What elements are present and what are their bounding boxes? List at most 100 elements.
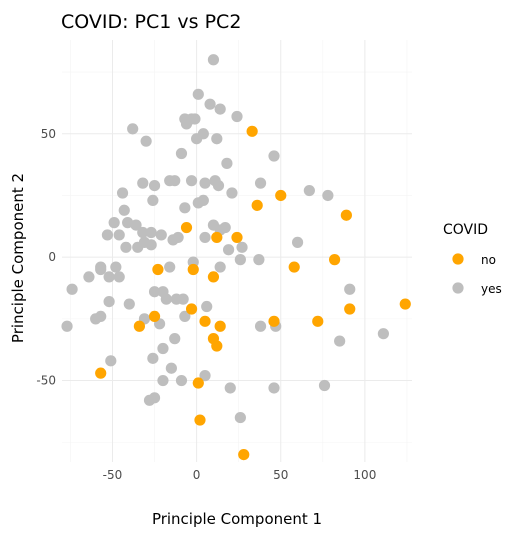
- data-point-yes: [169, 175, 181, 187]
- data-point-yes: [116, 187, 129, 199]
- data-point-yes: [199, 177, 211, 189]
- data-point-yes: [140, 135, 152, 147]
- data-point-yes: [169, 333, 181, 345]
- data-point-yes: [123, 298, 135, 310]
- data-point-yes: [192, 88, 204, 100]
- legend: COVID no yes: [443, 222, 502, 296]
- data-point-yes: [148, 392, 161, 404]
- data-point-yes: [145, 226, 157, 239]
- data-point-no: [246, 125, 258, 137]
- data-point-yes: [155, 229, 167, 241]
- data-point-yes: [110, 261, 122, 273]
- data-point-yes: [199, 370, 211, 382]
- data-point-yes: [268, 150, 280, 162]
- data-point-yes: [160, 293, 172, 305]
- x-tick-label: 100: [353, 468, 376, 482]
- data-point-yes: [127, 123, 139, 135]
- data-point-yes: [167, 234, 179, 246]
- data-point-yes: [108, 217, 120, 229]
- data-point-no: [199, 315, 211, 327]
- data-point-yes: [147, 194, 159, 207]
- data-point-yes: [207, 54, 220, 66]
- data-point-yes: [234, 254, 246, 266]
- data-point-no: [180, 221, 193, 234]
- y-tick-label: 0: [48, 250, 56, 264]
- data-point-yes: [224, 382, 236, 394]
- data-point-no: [312, 315, 324, 327]
- data-point-yes: [170, 293, 183, 305]
- data-point-no: [133, 320, 146, 332]
- data-point-no: [194, 414, 206, 426]
- data-point-yes: [157, 342, 169, 355]
- data-point-yes: [179, 310, 191, 322]
- data-point-yes: [120, 241, 132, 253]
- data-point-no: [268, 315, 280, 327]
- data-point-yes: [197, 194, 209, 207]
- data-point-yes: [234, 411, 246, 424]
- y-tick-label: 50: [41, 127, 56, 141]
- data-point-yes: [103, 271, 115, 283]
- data-point-yes: [118, 204, 130, 216]
- data-point-yes: [105, 355, 117, 367]
- data-point-yes: [231, 110, 243, 123]
- data-point-yes: [344, 283, 356, 295]
- data-point-yes: [148, 286, 161, 298]
- data-point-yes: [189, 113, 201, 125]
- data-point-no: [185, 303, 198, 315]
- chart-title: COVID: PC1 vs PC2: [61, 11, 241, 33]
- data-point-yes: [214, 103, 226, 115]
- data-point-no: [95, 367, 107, 379]
- data-point-yes: [334, 335, 346, 347]
- y-tick-label: -50: [36, 374, 56, 388]
- data-point-no: [152, 263, 164, 276]
- data-point-no: [275, 189, 287, 202]
- data-point-yes: [222, 244, 235, 256]
- y-axis-ticks: -50 0 50: [36, 127, 56, 388]
- data-point-yes: [221, 157, 233, 169]
- data-point-yes: [122, 217, 134, 229]
- data-point-yes: [179, 202, 191, 214]
- data-point-yes: [204, 98, 216, 110]
- legend-label-no: no: [481, 253, 496, 267]
- x-axis-title: Principle Component 1: [152, 510, 322, 528]
- data-point-yes: [199, 231, 211, 244]
- data-point-yes: [214, 261, 226, 273]
- x-tick-label: -50: [103, 468, 123, 482]
- data-point-no: [148, 310, 161, 322]
- data-point-yes: [191, 133, 203, 145]
- data-point-yes: [147, 352, 159, 364]
- data-point-yes: [175, 374, 188, 387]
- data-point-yes: [201, 300, 213, 313]
- data-point-no: [340, 209, 352, 221]
- data-point-no: [231, 231, 243, 244]
- plot-grid: [62, 40, 412, 462]
- data-point-yes: [130, 219, 142, 231]
- data-point-no: [187, 263, 199, 276]
- legend-key-no: [452, 253, 464, 265]
- data-point-yes: [253, 254, 265, 266]
- data-point-yes: [157, 374, 169, 387]
- data-point-no: [288, 261, 300, 273]
- data-point-yes: [113, 229, 125, 241]
- data-point-no: [328, 254, 341, 266]
- data-point-yes: [303, 184, 315, 197]
- data-point-yes: [165, 362, 177, 374]
- legend-label-yes: yes: [481, 282, 502, 296]
- data-point-yes: [322, 189, 334, 202]
- data-point-yes: [137, 177, 149, 189]
- data-point-yes: [95, 310, 107, 322]
- plot-points: [61, 54, 411, 461]
- data-point-yes: [132, 241, 144, 253]
- data-point-yes: [137, 226, 149, 239]
- x-tick-label: 0: [193, 468, 201, 482]
- data-point-no: [211, 231, 223, 244]
- data-point-yes: [291, 236, 304, 248]
- data-point-yes: [254, 320, 267, 332]
- data-point-yes: [254, 177, 267, 189]
- data-point-yes: [377, 328, 389, 340]
- data-point-yes: [103, 295, 115, 308]
- data-point-yes: [318, 379, 331, 392]
- data-point-no: [344, 303, 356, 315]
- data-point-no: [238, 448, 250, 461]
